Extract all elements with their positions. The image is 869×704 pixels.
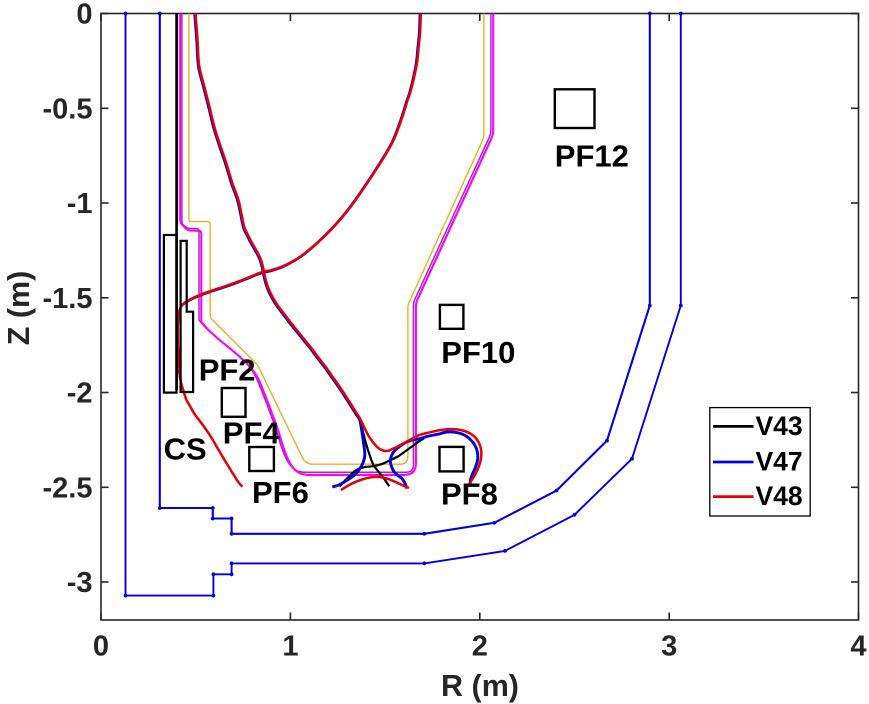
svg-text:3: 3 xyxy=(661,631,677,663)
svg-text:-1.5: -1.5 xyxy=(43,283,93,315)
svg-text:-2.5: -2.5 xyxy=(43,473,93,505)
svg-text:Z (m): Z (m) xyxy=(2,271,36,346)
svg-text:CS: CS xyxy=(164,431,207,466)
svg-text:-3: -3 xyxy=(67,567,93,599)
svg-text:-0.5: -0.5 xyxy=(43,94,93,126)
svg-text:0: 0 xyxy=(93,631,109,663)
svg-text:PF12: PF12 xyxy=(555,139,629,174)
svg-text:PF8: PF8 xyxy=(441,477,498,512)
svg-text:PF2: PF2 xyxy=(199,353,256,388)
svg-text:PF10: PF10 xyxy=(441,335,515,370)
svg-text:-1: -1 xyxy=(67,188,93,220)
svg-text:V48: V48 xyxy=(756,481,803,511)
svg-text:2: 2 xyxy=(472,631,488,663)
svg-text:PF4: PF4 xyxy=(223,416,281,451)
svg-text:R (m): R (m) xyxy=(441,669,519,703)
svg-text:-2: -2 xyxy=(67,378,93,410)
svg-text:V47: V47 xyxy=(756,447,803,477)
svg-text:1: 1 xyxy=(282,631,298,663)
svg-text:V43: V43 xyxy=(756,411,803,441)
svg-text:4: 4 xyxy=(850,631,866,663)
svg-text:0: 0 xyxy=(76,0,92,31)
svg-text:PF6: PF6 xyxy=(252,475,309,510)
